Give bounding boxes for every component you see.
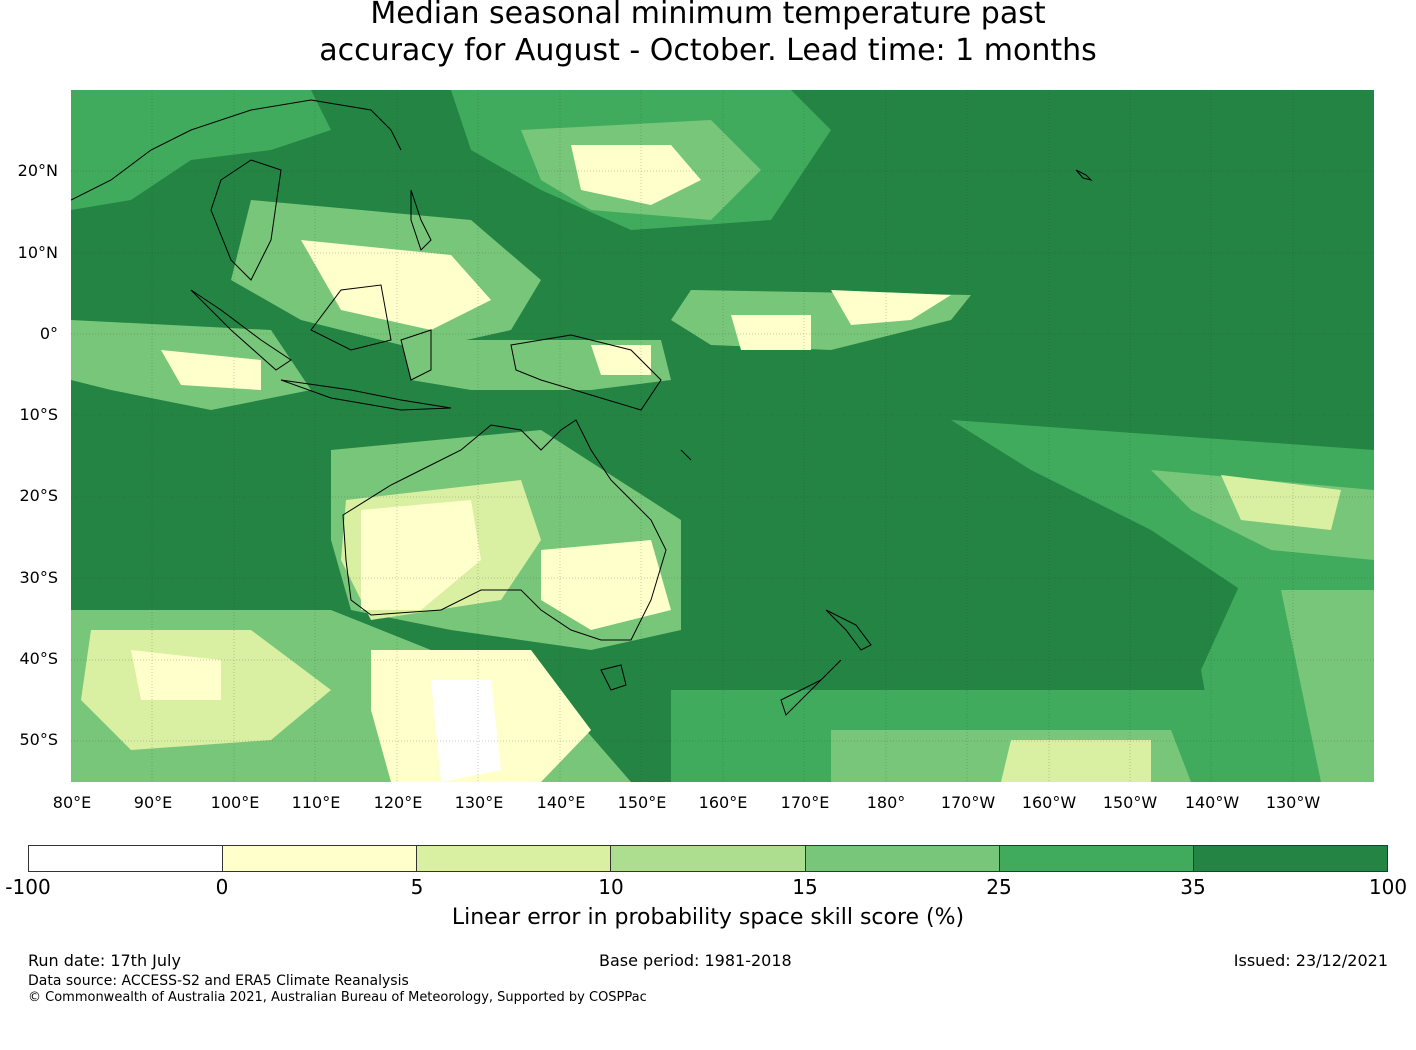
- colorbar-label: Linear error in probability space skill …: [451, 905, 965, 930]
- lon-label: 160°E: [698, 793, 748, 812]
- graticule: [71, 90, 1374, 782]
- colorbar-tick: 10: [598, 875, 624, 899]
- colorbar-tick: 25: [986, 875, 1012, 899]
- lon-label: 150°W: [1102, 793, 1158, 812]
- lon-label: 100°E: [210, 793, 260, 812]
- lon-label: 110°E: [291, 793, 341, 812]
- skill-patches: [71, 90, 1374, 782]
- lon-label: 140°E: [536, 793, 586, 812]
- colorbar: [28, 845, 1388, 872]
- colorbar-bin: [805, 846, 1000, 871]
- colorbar-bin: [29, 846, 224, 871]
- lat-label-20n: 20°N: [17, 161, 58, 180]
- lon-label: 130°W: [1265, 793, 1321, 812]
- colorbar-tick: 100: [1368, 875, 1408, 899]
- lon-label: 180°: [866, 793, 906, 812]
- lon-label: 80°E: [52, 793, 92, 812]
- lat-label-0: 0°: [39, 324, 58, 343]
- copyright: © Commonwealth of Australia 2021, Austra…: [28, 990, 647, 1005]
- lon-label: 160°W: [1021, 793, 1077, 812]
- colorbar-bin: [417, 846, 612, 871]
- lat-label-20s: 20°S: [19, 486, 58, 505]
- skill-score-map: [71, 90, 1374, 782]
- colorbar-tick: 15: [792, 875, 818, 899]
- lat-label-40s: 40°S: [19, 649, 58, 668]
- colorbar-tick: 5: [410, 875, 424, 899]
- data-source: Data source: ACCESS-S2 and ERA5 Climate …: [28, 973, 409, 989]
- map-title-line-2: accuracy for August - October. Lead time…: [319, 33, 1097, 68]
- lat-label-10n: 10°N: [17, 243, 58, 262]
- lon-label: 140°W: [1184, 793, 1240, 812]
- map-title-line-1: Median seasonal minimum temperature past: [370, 0, 1046, 31]
- lon-label: 120°E: [373, 793, 423, 812]
- colorbar-bin: [999, 846, 1194, 871]
- lon-label: 90°E: [133, 793, 173, 812]
- coastlines: [71, 99, 1093, 716]
- lat-label-10s: 10°S: [19, 405, 58, 424]
- lon-label: 150°E: [617, 793, 667, 812]
- colorbar-tick: 35: [1180, 875, 1206, 899]
- lat-label-50s: 50°S: [19, 730, 58, 749]
- lon-label: 130°E: [454, 793, 504, 812]
- lon-label: 170°E: [780, 793, 830, 812]
- lon-label: 170°W: [940, 793, 996, 812]
- run-date: Run date: 17th July: [28, 951, 181, 970]
- map-canvas: [71, 90, 1374, 782]
- colorbar-bin: [1193, 846, 1387, 871]
- issued-date: Issued: 23/12/2021: [1233, 951, 1388, 970]
- colorbar-bin: [223, 846, 418, 871]
- colorbar-bin: [611, 846, 806, 871]
- lat-label-30s: 30°S: [19, 568, 58, 587]
- colorbar-tick: 0: [215, 875, 229, 899]
- colorbar-tick: -100: [5, 875, 51, 899]
- base-period: Base period: 1981-2018: [599, 951, 792, 970]
